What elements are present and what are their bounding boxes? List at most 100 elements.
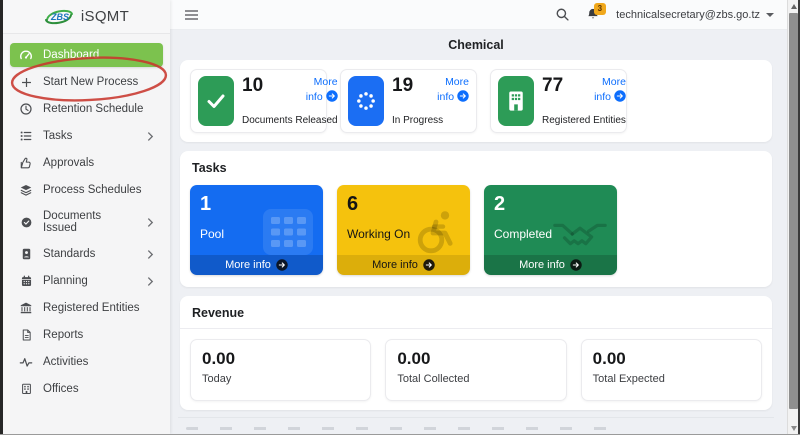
check-icon	[198, 76, 234, 126]
sidebar-item-offices[interactable]: Offices	[10, 377, 163, 401]
vertical-scrollbar[interactable]	[787, 0, 798, 434]
user-dropdown[interactable]: technicalsecretary@zbs.go.tz	[616, 9, 774, 21]
chevron-right-icon	[147, 276, 154, 287]
more-info-link[interactable]: More info	[305, 76, 338, 103]
stat-label: Documents Released	[242, 115, 338, 126]
topbar: 3 technicalsecretary@zbs.go.tz	[170, 0, 788, 30]
revenue-heading: Revenue	[192, 306, 245, 320]
layers-icon	[19, 183, 33, 197]
report-icon	[19, 328, 33, 342]
sidebar-item-start-new-process[interactable]: Start New Process	[10, 70, 163, 94]
search-icon[interactable]	[555, 7, 570, 22]
task-value: 6	[347, 193, 359, 215]
sidebar-item-process-schedules[interactable]: Process Schedules	[10, 178, 163, 202]
window-border-left	[0, 0, 3, 434]
user-email: technicalsecretary@zbs.go.tz	[616, 8, 760, 21]
sidebar-item-dashboard[interactable]: Dashboard	[10, 43, 163, 67]
sidebar-item-label: Reports	[43, 329, 84, 341]
sidebar-item-label: Approvals	[43, 157, 95, 169]
arrow-right-circle-icon	[457, 89, 469, 102]
person-badge-icon	[19, 247, 33, 261]
clock-icon	[19, 102, 33, 116]
bank-icon	[19, 301, 33, 315]
more-info-footer[interactable]: More info	[337, 255, 470, 275]
activity-icon	[19, 355, 33, 369]
caret-down-icon	[766, 12, 774, 17]
scrollbar-thumb[interactable]	[789, 13, 798, 409]
arrow-right-circle-icon	[423, 259, 435, 271]
sidebar-item-label: Documents Issued	[43, 210, 102, 234]
grid-icon	[263, 209, 313, 255]
revenue-card-today: 0.00 Today	[190, 339, 372, 401]
more-info-footer[interactable]: More info	[190, 255, 323, 275]
sidebar-item-label: Dashboard	[43, 49, 100, 61]
spinner-icon	[348, 76, 384, 126]
building-icon	[498, 76, 534, 126]
zbs-logo: ZBS	[44, 7, 74, 27]
sidebar-nav: Dashboard Start New Process Retention Sc…	[3, 34, 170, 401]
sidebar-item-retention-schedule[interactable]: Retention Schedule	[10, 97, 163, 121]
scroll-down-arrow[interactable]	[788, 422, 799, 434]
list-check-icon	[19, 129, 33, 143]
more-info-link[interactable]: More info	[594, 76, 626, 103]
sidebar-item-reports[interactable]: Reports	[10, 323, 163, 347]
stats-panel: 10 More info Documents Released 19	[180, 60, 772, 142]
gauge-icon	[19, 48, 33, 62]
sidebar-item-label: Standards	[43, 248, 96, 260]
sidebar-item-label: Start New Process	[43, 76, 139, 88]
brand-header[interactable]: ZBS iSQMT	[3, 0, 170, 34]
task-value: 1	[200, 193, 212, 215]
notifications-button[interactable]: 3	[586, 3, 606, 22]
sidebar-item-documents-issued[interactable]: Documents Issued	[10, 205, 163, 239]
svg-text:ZBS: ZBS	[50, 12, 69, 22]
notification-badge: 3	[594, 3, 606, 15]
sidebar-item-label: Planning	[43, 275, 88, 287]
arrow-right-circle-icon	[570, 259, 582, 271]
clipped-footer-text	[186, 427, 616, 430]
page-title: Chemical	[448, 38, 504, 52]
divider	[180, 328, 772, 329]
sidebar-item-standards[interactable]: Standards	[10, 242, 163, 266]
task-label: Pool	[200, 227, 225, 241]
revenue-label: Total Expected	[592, 373, 665, 385]
stats-row: 10 More info Documents Released 19	[190, 69, 762, 133]
topbar-actions: 3 technicalsecretary@zbs.go.tz	[555, 3, 774, 22]
tasks-panel: Tasks 1 Pool More info	[180, 151, 772, 287]
revenue-value: 0.00	[397, 349, 431, 368]
app-title: iSQMT	[80, 8, 130, 25]
revenue-card-total-collected: 0.00 Total Collected	[385, 339, 567, 401]
patch-check-icon	[19, 215, 33, 229]
task-card-working-on: 6 Working On More info	[337, 185, 470, 275]
stat-card-registered-entities: 77 More info Registered Entities	[490, 69, 627, 133]
arrow-right-circle-icon	[614, 89, 626, 102]
revenue-label: Total Collected	[397, 373, 470, 385]
hamburger-menu-icon[interactable]	[184, 9, 199, 21]
sidebar-item-registered-entities[interactable]: Registered Entities	[10, 296, 163, 320]
office-icon	[19, 382, 33, 396]
revenue-value: 0.00	[592, 349, 626, 368]
more-info-footer[interactable]: More info	[484, 255, 617, 275]
sidebar-item-label: Retention Schedule	[43, 103, 144, 115]
revenue-value: 0.00	[202, 349, 236, 368]
sidebar-item-tasks[interactable]: Tasks	[10, 124, 163, 148]
sidebar-item-approvals[interactable]: Approvals	[10, 151, 163, 175]
stat-value: 10	[242, 75, 264, 96]
more-info-link[interactable]: More info	[437, 76, 469, 103]
sidebar-item-label: Activities	[43, 356, 89, 368]
stat-card-in-progress: 19 More info In Progress	[340, 69, 477, 133]
revenue-card-total-expected: 0.00 Total Expected	[580, 339, 762, 401]
arrow-right-circle-icon	[276, 259, 288, 271]
sidebar-item-activities[interactable]: Activities	[10, 350, 163, 374]
wheelchair-icon	[417, 211, 453, 254]
chevron-right-icon	[147, 217, 154, 228]
sidebar-item-planning[interactable]: Planning	[10, 269, 163, 293]
sidebar: ZBS iSQMT Dashboard Start New Process	[3, 0, 170, 434]
task-label: Working On	[347, 227, 411, 241]
thumbs-up-icon	[19, 156, 33, 170]
scroll-up-arrow[interactable]	[788, 0, 799, 12]
sidebar-item-label: Process Schedules	[43, 184, 142, 196]
revenue-row: 0.00 Today 0.00 Total Collected 0.00 Tot…	[190, 339, 762, 401]
stat-value: 19	[392, 75, 414, 96]
main-content: Chemical 10 More info Documents Releas	[170, 30, 788, 434]
